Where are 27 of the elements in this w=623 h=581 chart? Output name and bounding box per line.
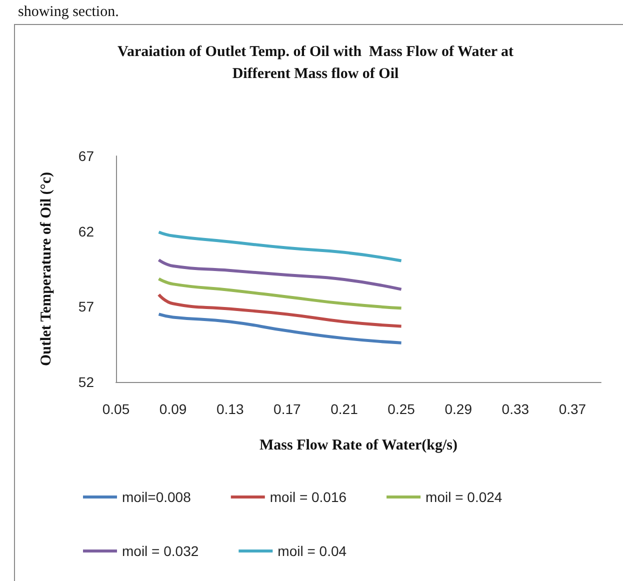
x-tick-label: 0.29 [444,401,472,417]
x-axis-title: Mass Flow Rate of Water(kg/s) [259,438,458,454]
x-tick-label: 0.25 [388,401,416,417]
legend-label: moil = 0.024 [426,489,502,505]
line-series [157,312,403,344]
y-tick-label: 57 [78,298,94,315]
y-tick-label: 67 [78,148,94,164]
text: showing section. [18,4,119,21]
y-tick-label: 52 [78,374,94,390]
legend-label: moil=0.008 [122,489,192,505]
chart-title: Varaiation of Outlet Temp. of Oil with Mass Flow of Water at Different Mass flow of Oil [118,44,514,82]
line-series [157,293,403,328]
x-tick-label: 0.33 [502,401,530,417]
legend-label: moil = 0.04 [278,543,347,559]
x-tick-label: 0.05 [102,401,130,417]
y-tick-label: 62 [78,223,94,240]
x-tick-label: 0.37 [558,401,586,417]
x-tick-label: 0.13 [216,401,244,417]
x-tick-label: 0.21 [330,401,358,417]
legend-label: moil = 0.016 [270,489,347,505]
line-series [157,230,403,262]
legend-label: moil = 0.032 [122,543,199,559]
line-series [157,258,403,291]
x-tick-label: 0.17 [274,401,302,417]
line-series [157,277,403,310]
x-tick-label: 0.09 [159,401,187,417]
y-axis-title: Outlet Temperature of Oil (°c) [38,172,54,366]
